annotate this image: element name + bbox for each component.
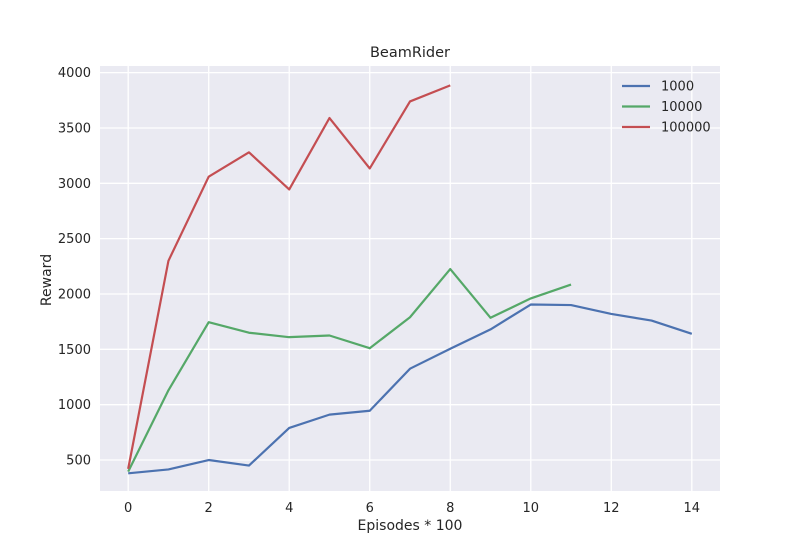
y-axis-label: Reward xyxy=(39,254,55,306)
y-tick-label: 1000 xyxy=(58,398,91,413)
y-tick-label: 4000 xyxy=(58,66,91,81)
x-tick-label: 6 xyxy=(366,501,374,516)
x-tick-label: 4 xyxy=(285,501,293,516)
series-line-10000 xyxy=(127,267,572,473)
y-tick-label: 2500 xyxy=(58,232,91,247)
legend-label-100000: 100000 xyxy=(661,121,711,136)
x-tick-label: 0 xyxy=(124,501,132,516)
axis-ticks: 0 2 4 6 8 10 12 14 500 1000 1500 2000 2500 3000 3500 40… xyxy=(58,66,700,516)
y-tick-label: 3000 xyxy=(58,177,91,192)
legend-label-10000: 10000 xyxy=(661,100,702,115)
y-tick-label: 1500 xyxy=(58,343,91,358)
x-tick-label: 14 xyxy=(684,501,701,516)
grid xyxy=(100,66,720,491)
x-axis-label: Episodes * 100 xyxy=(358,518,463,534)
chart-title: BeamRider xyxy=(370,45,450,61)
x-tick-label: 2 xyxy=(205,501,213,516)
x-tick-label: 10 xyxy=(523,501,540,516)
y-tick-label: 3500 xyxy=(58,121,91,136)
y-tick-label: 500 xyxy=(66,454,91,469)
legend: 1000 10000 100000 xyxy=(622,80,711,136)
y-tick-label: 2000 xyxy=(58,287,91,302)
x-tick-label: 8 xyxy=(446,501,454,516)
legend-label-1000: 1000 xyxy=(661,80,694,95)
plot-area xyxy=(100,66,720,491)
series-lines xyxy=(127,84,693,475)
x-tick-label: 12 xyxy=(603,501,620,516)
